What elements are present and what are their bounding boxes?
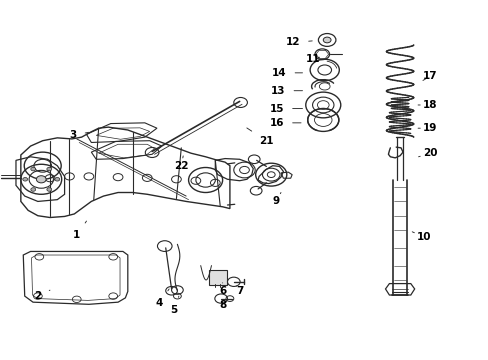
Text: 2: 2 — [34, 290, 50, 301]
Text: 14: 14 — [272, 68, 302, 78]
Text: 16: 16 — [269, 118, 301, 128]
Circle shape — [23, 177, 28, 181]
Text: 6: 6 — [219, 283, 226, 296]
Text: 11: 11 — [305, 54, 319, 64]
Text: 4: 4 — [155, 289, 169, 308]
Text: 22: 22 — [174, 156, 188, 171]
Text: 12: 12 — [285, 37, 312, 48]
Text: 15: 15 — [269, 104, 302, 113]
Text: 9: 9 — [272, 193, 281, 206]
Text: 13: 13 — [271, 86, 302, 96]
Text: 10: 10 — [411, 232, 431, 242]
Circle shape — [31, 188, 36, 191]
Text: 21: 21 — [246, 128, 273, 146]
Text: 20: 20 — [418, 148, 437, 158]
Text: 7: 7 — [236, 286, 243, 296]
Circle shape — [55, 177, 60, 181]
Circle shape — [47, 167, 52, 171]
Text: 5: 5 — [170, 296, 179, 315]
Text: 3: 3 — [70, 130, 88, 140]
Text: 1: 1 — [73, 221, 86, 240]
Circle shape — [323, 37, 330, 43]
Circle shape — [31, 167, 36, 171]
Text: 18: 18 — [417, 100, 437, 110]
Text: 8: 8 — [219, 300, 226, 310]
FancyBboxPatch shape — [209, 270, 226, 285]
Circle shape — [47, 188, 52, 191]
Text: 17: 17 — [422, 71, 437, 81]
Text: 19: 19 — [417, 123, 437, 133]
Circle shape — [36, 176, 46, 183]
